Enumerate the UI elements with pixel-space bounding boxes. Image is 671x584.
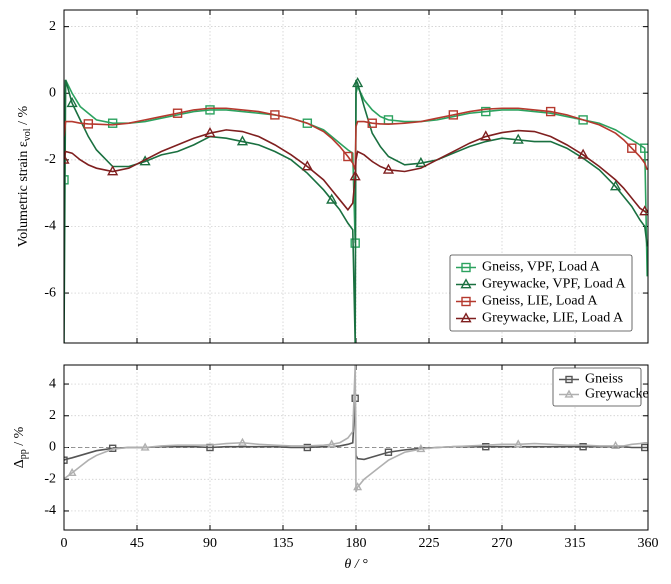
marker [64, 456, 68, 464]
x-tick-label: 315 [565, 536, 586, 551]
x-tick-label: 0 [61, 536, 68, 551]
legend: Gneiss, VPF, Load A Greywacke, VPF, Load … [449, 254, 633, 332]
marker [564, 389, 574, 398]
y-tick-label: 2 [49, 19, 56, 34]
y-tick-label: -6 [44, 285, 56, 300]
y-label-text: Volumetric strain ε [16, 141, 31, 247]
marker [66, 96, 78, 108]
marker [352, 77, 364, 88]
y-tick-label: -2 [44, 152, 56, 167]
y-axis-label: Volumetric strain εvol / % [16, 106, 33, 248]
legend-box [552, 367, 642, 407]
marker [481, 106, 491, 117]
legend-label: Greywacke, LIE, Load A [482, 311, 624, 326]
marker [460, 312, 472, 323]
x-axis-label: θ / ° [344, 557, 368, 572]
marker [640, 143, 648, 153]
y-label-after: / % [12, 426, 27, 449]
marker [107, 165, 119, 176]
legend-label: Gneiss, VPF, Load A [482, 260, 601, 275]
marker [639, 205, 648, 216]
marker [416, 444, 426, 453]
legend-box [449, 254, 633, 332]
marker [578, 115, 588, 125]
series-line [64, 107, 648, 171]
marker [461, 262, 471, 273]
y-tick-label: 4 [49, 376, 56, 391]
subplot: -6 -4 -2 0 2 Volumetric strain εvol / % Gneiss… [16, 9, 649, 344]
marker [236, 135, 249, 146]
plot-area [64, 77, 648, 343]
y-tick-label: -2 [44, 471, 56, 486]
marker [482, 443, 490, 451]
legend-label: Gneiss [585, 372, 623, 387]
x-tick-label: 45 [130, 536, 144, 551]
marker [611, 440, 621, 450]
marker [107, 118, 118, 128]
y-tick-label: -4 [44, 503, 56, 518]
x-tick-label: 135 [273, 536, 294, 551]
marker [303, 443, 312, 452]
marker [172, 108, 183, 118]
marker [513, 439, 523, 448]
marker [460, 278, 472, 289]
y-label-after: / % [16, 106, 31, 129]
series-line [64, 129, 648, 214]
marker [565, 375, 573, 384]
marker [349, 170, 361, 181]
marker [415, 156, 427, 168]
marker [353, 482, 363, 491]
marker [64, 175, 69, 185]
marker [384, 448, 393, 456]
legend-label: Gneiss, LIE, Load A [482, 294, 598, 309]
marker [67, 467, 77, 476]
x-tick-label: 180 [346, 536, 367, 551]
marker [512, 133, 524, 144]
legend-label: Greywacke [585, 387, 649, 402]
y-tick-label: 2 [49, 408, 56, 423]
subplot: 0 45 90 135 180 225 270 315 360 -4 -2 0 2 4 Δpp / % θ /… [12, 364, 659, 572]
series-line [64, 365, 648, 493]
y-label-text: Δ [12, 459, 27, 468]
marker [627, 143, 637, 153]
y-label-sub: pp [18, 449, 29, 459]
marker [205, 105, 215, 115]
marker [140, 442, 150, 451]
marker [64, 153, 70, 164]
x-tick-label: 90 [203, 536, 217, 551]
marker [83, 119, 94, 129]
y-label-sub: vol [22, 128, 33, 141]
x-tick-label: 225 [419, 536, 440, 551]
marker [367, 118, 377, 128]
marker [577, 148, 589, 159]
marker [301, 160, 313, 171]
y-axis-label: Δpp / % [12, 426, 29, 468]
marker [579, 443, 587, 451]
marker [461, 296, 471, 307]
axes-frame [63, 364, 649, 531]
x-tick-label: 360 [638, 536, 659, 551]
marker [609, 180, 622, 191]
marker [448, 110, 459, 120]
x-tick-label: 270 [492, 536, 513, 551]
marker [270, 110, 280, 120]
marker [545, 106, 556, 117]
axes-frame [63, 9, 649, 344]
marker [326, 193, 338, 204]
y-tick-label: 0 [49, 440, 56, 455]
plot-area [64, 365, 648, 493]
marker [204, 126, 216, 138]
marker [327, 439, 337, 448]
legend-label: Greywacke, VPF, Load A [482, 277, 627, 292]
marker [237, 437, 247, 446]
marker [302, 118, 313, 128]
y-tick-label: -4 [44, 219, 56, 234]
marker [382, 163, 395, 174]
marker [480, 130, 492, 141]
y-tick-label: 0 [49, 85, 56, 100]
marker [343, 151, 353, 162]
